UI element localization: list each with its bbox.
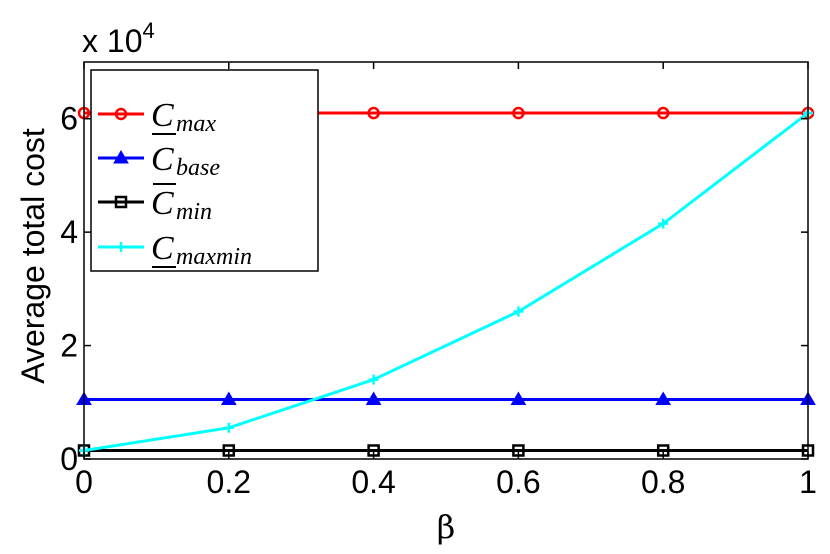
x-tick-label: 0.8: [641, 464, 685, 500]
data-point-maxmin: [513, 306, 524, 317]
data-point-base: [510, 391, 527, 405]
data-point-maxmin: [658, 218, 669, 229]
legend-swatch-marker: [114, 195, 128, 209]
y-axis-label: Average total cost: [15, 128, 51, 384]
y-tick-label: 6: [60, 101, 78, 137]
y-multiplier-label: x 104: [82, 18, 155, 59]
legend-label: C: [151, 185, 174, 222]
legend-swatch-marker: [113, 150, 129, 164]
data-point-maxmin: [368, 374, 379, 385]
data-point-max: [512, 106, 525, 120]
data-point-max: [367, 106, 380, 120]
y-tick-label: 2: [60, 328, 78, 364]
y-tick-label: 0: [60, 441, 78, 477]
ticks-layer: 0 0.2 0.4 0.6 0.8 1 0 2 4 6: [60, 62, 817, 500]
legend-swatch-marker: [116, 242, 126, 252]
legend-box: [90, 69, 319, 272]
y-tick-label: 4: [60, 214, 78, 250]
legend-label: C: [151, 141, 174, 178]
legend-label: C: [151, 97, 174, 134]
legend-subscript: min: [176, 199, 212, 225]
y-multiplier-base: x 10: [82, 23, 142, 59]
y-multiplier-exponent: 4: [142, 18, 154, 43]
legend-label: C: [151, 230, 174, 267]
legend-swatch-marker: [114, 107, 128, 121]
x-tick-label: 0.2: [207, 464, 251, 500]
series-min: [77, 444, 815, 457]
plot-frame: [83, 61, 809, 460]
data-point-maxmin: [223, 422, 234, 433]
x-tick-label: 0.6: [496, 464, 540, 500]
data-point-base: [365, 391, 382, 405]
series-base: [76, 391, 816, 405]
legend-subscript: max: [176, 111, 216, 137]
x-tick-label: 1: [799, 464, 817, 500]
series-line-maxmin: [83, 111, 809, 452]
data-point-base: [655, 391, 672, 405]
series-layer: [76, 106, 816, 457]
legend-subscript: maxmin: [176, 244, 252, 270]
x-tick-label: 0: [75, 464, 93, 500]
data-point-base: [220, 391, 237, 405]
x-tick-label: 0.4: [351, 464, 395, 500]
data-point-max: [656, 106, 670, 120]
legend-subscript: base: [176, 155, 220, 181]
x-axis-label: β: [437, 508, 456, 546]
